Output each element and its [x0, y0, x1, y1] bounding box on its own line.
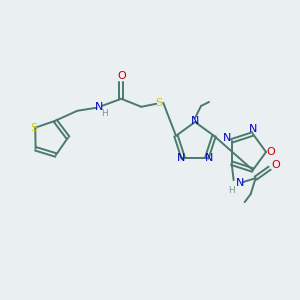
Text: N: N — [95, 102, 103, 112]
Text: H: H — [101, 109, 108, 118]
Text: O: O — [117, 71, 126, 81]
Text: O: O — [267, 147, 275, 157]
Text: N: N — [205, 153, 213, 163]
Text: N: N — [249, 124, 257, 134]
Text: N: N — [222, 133, 231, 143]
Text: N: N — [191, 116, 199, 126]
Text: O: O — [271, 160, 280, 170]
Text: N: N — [177, 153, 185, 163]
Text: S: S — [31, 123, 38, 133]
Text: H: H — [228, 186, 235, 195]
Text: N: N — [236, 178, 244, 188]
Text: S: S — [156, 98, 163, 108]
